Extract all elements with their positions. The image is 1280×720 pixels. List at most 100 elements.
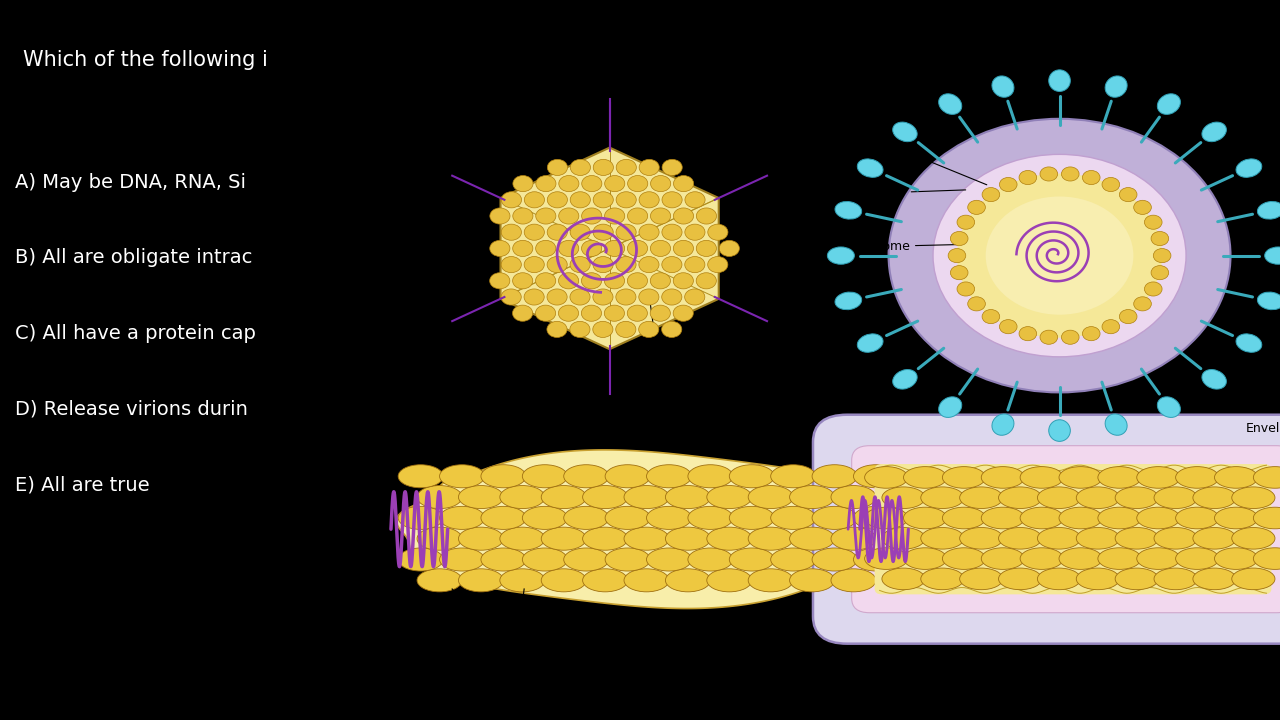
- Ellipse shape: [625, 569, 669, 592]
- Ellipse shape: [812, 506, 858, 529]
- Text: Capsid: Capsid: [687, 402, 731, 415]
- Circle shape: [1019, 327, 1037, 341]
- Circle shape: [1120, 310, 1137, 324]
- Ellipse shape: [904, 548, 947, 570]
- Ellipse shape: [1193, 528, 1236, 549]
- Circle shape: [639, 224, 659, 240]
- Ellipse shape: [707, 527, 751, 550]
- Ellipse shape: [1155, 487, 1197, 508]
- Ellipse shape: [960, 487, 1002, 508]
- Ellipse shape: [1137, 548, 1180, 570]
- Circle shape: [616, 321, 636, 338]
- Text: Capsomeres: Capsomeres: [434, 312, 513, 370]
- Ellipse shape: [1231, 528, 1275, 549]
- Ellipse shape: [1020, 467, 1064, 488]
- Circle shape: [525, 224, 544, 240]
- Ellipse shape: [1253, 507, 1280, 528]
- Circle shape: [547, 289, 567, 305]
- Ellipse shape: [827, 247, 854, 264]
- Ellipse shape: [499, 485, 545, 508]
- Ellipse shape: [858, 159, 883, 177]
- Ellipse shape: [1193, 568, 1236, 590]
- Circle shape: [570, 224, 590, 240]
- Circle shape: [512, 273, 532, 289]
- Ellipse shape: [938, 397, 961, 418]
- Circle shape: [627, 305, 648, 321]
- Ellipse shape: [439, 464, 485, 487]
- Ellipse shape: [904, 467, 947, 488]
- Circle shape: [559, 176, 579, 192]
- Circle shape: [581, 208, 602, 224]
- Ellipse shape: [666, 569, 710, 592]
- Circle shape: [547, 224, 567, 240]
- Ellipse shape: [942, 507, 986, 528]
- Polygon shape: [500, 148, 718, 349]
- Text: Capsomeres: Capsomeres: [463, 622, 540, 635]
- Circle shape: [616, 289, 636, 305]
- Ellipse shape: [864, 467, 908, 488]
- Circle shape: [1144, 215, 1162, 229]
- Circle shape: [581, 273, 602, 289]
- Circle shape: [616, 192, 636, 208]
- Circle shape: [616, 159, 636, 176]
- Ellipse shape: [499, 569, 545, 592]
- Ellipse shape: [1037, 568, 1080, 590]
- Ellipse shape: [831, 569, 876, 592]
- Circle shape: [673, 176, 694, 192]
- Ellipse shape: [563, 548, 609, 571]
- Ellipse shape: [904, 507, 947, 528]
- Text: Envelope: Envelope: [1245, 422, 1280, 435]
- Circle shape: [502, 256, 521, 273]
- Circle shape: [570, 321, 590, 338]
- Ellipse shape: [992, 76, 1014, 97]
- Ellipse shape: [749, 527, 794, 550]
- Ellipse shape: [1037, 528, 1080, 549]
- Circle shape: [627, 273, 648, 289]
- Circle shape: [933, 154, 1187, 357]
- Ellipse shape: [1076, 487, 1120, 508]
- Ellipse shape: [1175, 507, 1219, 528]
- Circle shape: [558, 208, 579, 224]
- Circle shape: [1061, 330, 1079, 344]
- Circle shape: [673, 208, 694, 224]
- Circle shape: [986, 197, 1133, 315]
- Circle shape: [593, 224, 613, 240]
- Text: } Nucleocapsid: } Nucleocapsid: [731, 351, 827, 364]
- Circle shape: [547, 321, 567, 338]
- Ellipse shape: [1257, 292, 1280, 310]
- Circle shape: [888, 119, 1230, 392]
- Ellipse shape: [687, 464, 733, 487]
- Circle shape: [1000, 320, 1018, 334]
- Circle shape: [1061, 167, 1079, 181]
- Ellipse shape: [439, 506, 485, 529]
- Ellipse shape: [1020, 548, 1064, 570]
- Ellipse shape: [1175, 467, 1219, 488]
- Circle shape: [548, 159, 567, 176]
- Circle shape: [639, 289, 659, 305]
- Circle shape: [604, 273, 625, 289]
- Ellipse shape: [687, 548, 733, 571]
- Ellipse shape: [1076, 568, 1120, 590]
- Ellipse shape: [1236, 334, 1262, 352]
- Ellipse shape: [998, 487, 1042, 508]
- Ellipse shape: [582, 569, 627, 592]
- Ellipse shape: [439, 548, 485, 571]
- Circle shape: [650, 240, 671, 256]
- Circle shape: [639, 159, 659, 176]
- Ellipse shape: [1098, 507, 1140, 528]
- Circle shape: [570, 289, 590, 305]
- Ellipse shape: [605, 464, 650, 487]
- Ellipse shape: [522, 506, 567, 529]
- Circle shape: [570, 192, 590, 208]
- FancyBboxPatch shape: [851, 446, 1280, 613]
- Ellipse shape: [790, 485, 835, 508]
- Circle shape: [616, 256, 636, 273]
- Ellipse shape: [812, 548, 858, 571]
- Ellipse shape: [831, 485, 876, 508]
- Ellipse shape: [771, 506, 815, 529]
- Circle shape: [512, 305, 532, 321]
- Ellipse shape: [854, 506, 899, 529]
- Circle shape: [639, 256, 659, 273]
- Text: (b) Enveloped forms: (b) Enveloped forms: [968, 20, 1142, 35]
- Text: C) All have a protein cap: C) All have a protein cap: [15, 324, 256, 343]
